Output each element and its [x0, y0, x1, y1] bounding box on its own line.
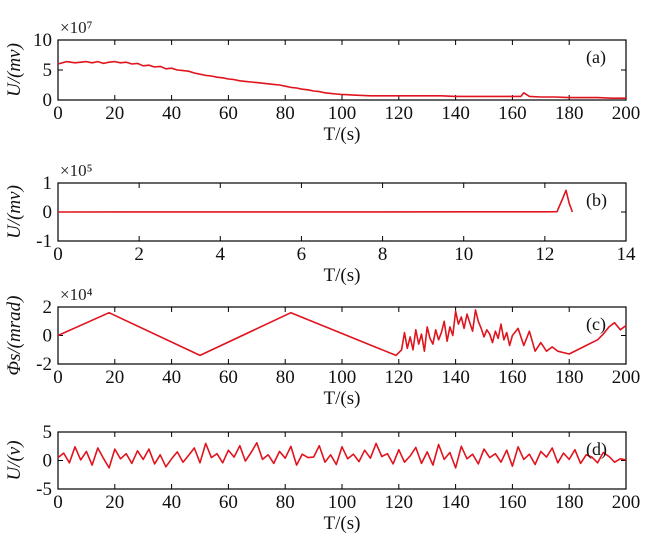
x-tick-label: 140 — [441, 367, 470, 388]
chart-c: 0 20 40 60 80 100 120 140 160 180 200-202T/(s)Φs/(… — [4, 285, 640, 409]
x-tick-label: 40 — [162, 103, 181, 124]
axes-frame — [57, 39, 627, 101]
series-line — [57, 309, 627, 357]
x-tick-label: 120 — [385, 103, 414, 124]
x-tick-label: 20 — [105, 367, 124, 388]
x-tick-label: 20 — [105, 103, 124, 124]
x-tick-label: 10 — [454, 244, 473, 265]
x-axis-label: T/(s) — [324, 265, 361, 286]
y-tick-label: -2 — [36, 354, 52, 375]
x-tick-label: 120 — [385, 367, 414, 388]
y-tick-label: 0 — [43, 451, 53, 472]
axes-frame — [57, 306, 627, 365]
x-tick-label: 120 — [385, 492, 414, 513]
x-axis-label: T/(s) — [324, 124, 361, 145]
x-tick-label: 140 — [441, 492, 470, 513]
x-tick-label: 60 — [219, 492, 238, 513]
x-tick-label: 2 — [134, 244, 144, 265]
x-tick-label: 40 — [162, 367, 181, 388]
y-tick-label: 1 — [43, 173, 53, 194]
x-tick-label: 180 — [555, 492, 584, 513]
x-tick-label: 160 — [498, 492, 527, 513]
x-tick-label: 14 — [617, 244, 637, 265]
y-tick-label: 0 — [43, 326, 53, 347]
x-tick-label: 200 — [612, 367, 641, 388]
y-tick-label: 0 — [43, 202, 53, 223]
x-tick-label: 80 — [276, 367, 295, 388]
x-tick-label: 60 — [219, 103, 238, 124]
x-tick-label: 140 — [441, 103, 470, 124]
x-tick-label: 0 — [53, 244, 63, 265]
y-tick-label: 2 — [43, 297, 53, 318]
x-tick-label: 20 — [105, 492, 124, 513]
x-tick-label: 180 — [555, 367, 584, 388]
x-axis-label: T/(s) — [324, 513, 361, 534]
x-tick-label: 4 — [216, 244, 226, 265]
x-tick-label: 80 — [276, 492, 295, 513]
chart-d: 0 20 40 60 80 100 120 140 160 180 200-505T/(s)U/(v… — [4, 422, 640, 534]
x-tick-label: 0 — [53, 103, 63, 124]
series-line — [57, 60, 626, 99]
x-tick-label: 180 — [555, 103, 584, 124]
x-tick-label: 200 — [612, 103, 641, 124]
x-tick-label: 160 — [498, 103, 527, 124]
x-tick-label: 200 — [612, 492, 641, 513]
x-tick-label: 80 — [276, 103, 295, 124]
panel-label: (b) — [586, 190, 607, 211]
series-line — [57, 189, 574, 213]
x-tick-label: 160 — [498, 367, 527, 388]
axes-frame — [57, 431, 627, 490]
y-axis-label: U/(mv) — [4, 43, 25, 97]
y-tick-label: 10 — [33, 30, 52, 51]
x-tick-label: 60 — [219, 367, 238, 388]
x-axis-label: T/(s) — [324, 388, 361, 409]
x-tick-label: 40 — [162, 492, 181, 513]
axis-multiplier: ×10⁴ — [60, 285, 93, 304]
y-tick-label: -5 — [36, 479, 52, 500]
x-tick-label: 12 — [535, 244, 554, 265]
x-tick-label: 0 — [53, 492, 63, 513]
x-tick-label: 0 — [53, 367, 63, 388]
series-line — [57, 441, 627, 469]
y-axis-label: U/(mv) — [4, 185, 25, 239]
axis-multiplier: ×10⁵ — [60, 161, 93, 180]
x-tick-label: 6 — [297, 244, 307, 265]
y-axis-label: U/(v) — [4, 440, 25, 480]
axis-multiplier: ×10⁷ — [60, 18, 93, 37]
chart-a: 0 20 40 60 80 100 120 140 160 180 200 0 5 10 T/(s) U/(m… — [4, 18, 640, 145]
y-axis-label: Φs/(mrad) — [4, 296, 25, 376]
y-tick-label: 5 — [43, 60, 53, 81]
x-tick-label: 100 — [328, 367, 357, 388]
x-tick-label: 100 — [328, 492, 357, 513]
y-tick-label: 5 — [43, 422, 53, 443]
y-tick-label: -1 — [36, 231, 52, 252]
x-tick-label: 100 — [328, 103, 357, 124]
panel-label: (d) — [586, 439, 607, 460]
y-tick-label: 0 — [43, 90, 53, 111]
panel-label: (c) — [586, 314, 606, 335]
x-tick-label: 8 — [378, 244, 388, 265]
panel-label: (a) — [586, 47, 606, 68]
